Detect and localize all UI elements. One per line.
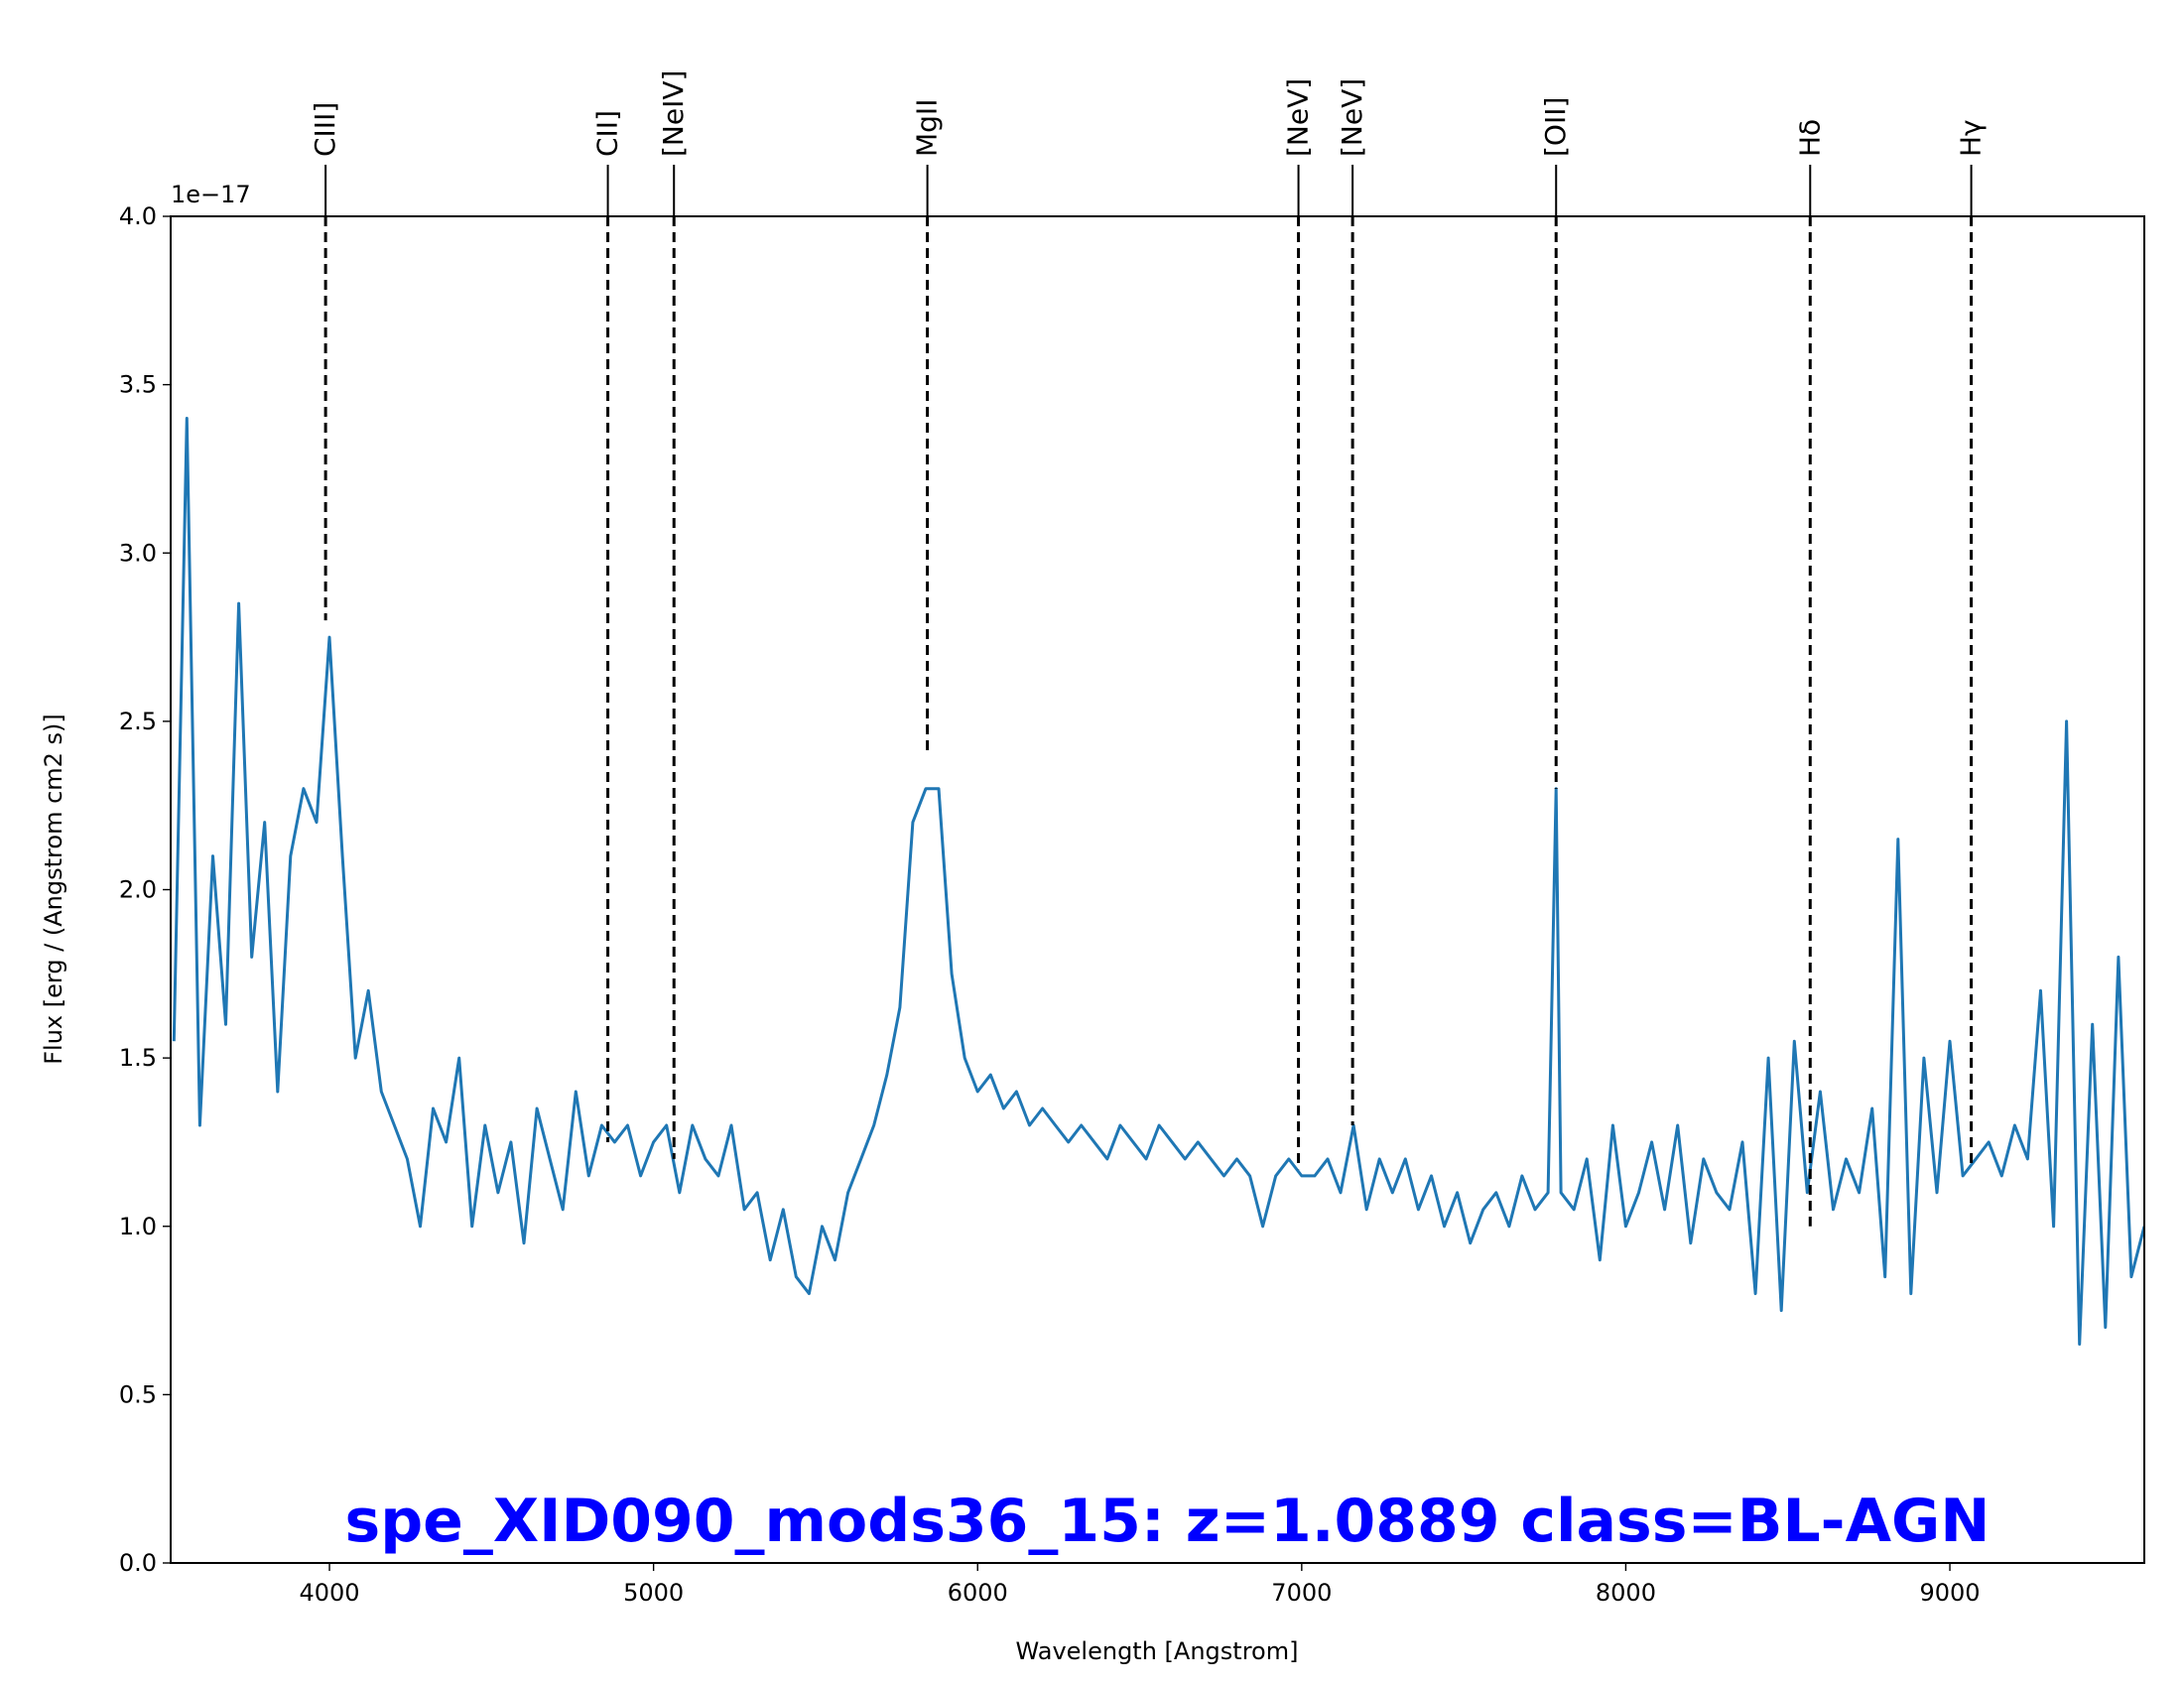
x-tick-label: 9000	[1920, 1579, 1981, 1607]
x-tick-label: 4000	[299, 1579, 359, 1607]
y-tick-label: 2.0	[119, 876, 157, 904]
emission-line-label: [NeV]	[1282, 78, 1315, 157]
y-tick-label: 2.5	[119, 708, 157, 735]
chart-title: spe_XID090_mods36_15: z=1.0889 class=BL-…	[345, 1487, 1991, 1556]
x-tick-label: 7000	[1271, 1579, 1332, 1607]
x-tick-label: 6000	[948, 1579, 1008, 1607]
y-tick-label: 1.5	[119, 1044, 157, 1072]
x-tick-label: 5000	[623, 1579, 684, 1607]
emission-line-label: [OII]	[1539, 97, 1572, 157]
x-axis-label: Wavelength [Angstrom]	[1016, 1637, 1299, 1665]
y-tick-label: 3.5	[119, 371, 157, 399]
plot-frame	[170, 215, 2145, 1564]
x-tick-label: 8000	[1596, 1579, 1656, 1607]
emission-line-label: Hδ	[1793, 119, 1826, 157]
y-tick-label: 0.0	[119, 1549, 157, 1577]
emission-line-label: MgII	[911, 99, 944, 157]
y-tick-label: 3.0	[119, 539, 157, 567]
emission-line-label: CIII]	[309, 102, 341, 157]
emission-line-label: [NeIV]	[657, 70, 690, 157]
spectrum-line	[172, 417, 2144, 1346]
emission-line-label: CII]	[591, 110, 624, 157]
y-tick-label: 1.0	[119, 1213, 157, 1240]
y-tick-label: 4.0	[119, 202, 157, 230]
emission-line-label: [NeV]	[1336, 78, 1368, 157]
emission-line-label: Hγ	[1955, 119, 1988, 157]
y-tick-label: 0.5	[119, 1380, 157, 1408]
y-offset-text: 1e−17	[171, 181, 251, 208]
y-axis-label: Flux [erg / (Angstrom cm2 s)]	[40, 714, 67, 1065]
